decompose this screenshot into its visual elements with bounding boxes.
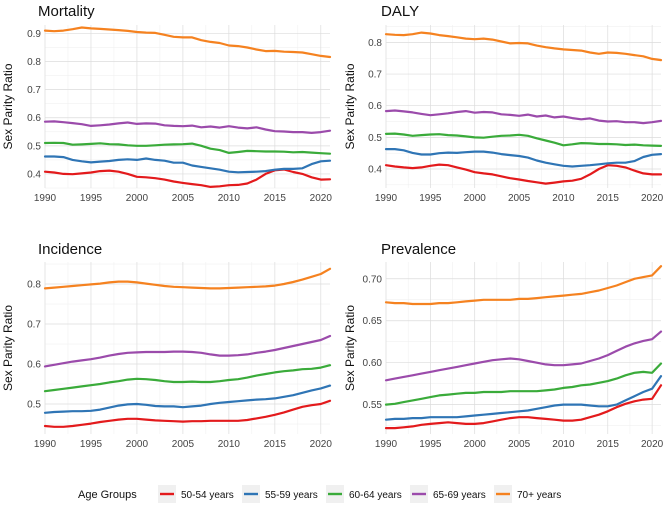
x-tick-label: 2015	[597, 439, 620, 450]
legend: Age Groups 50-54 years 55-59 years 60-64 ye…	[78, 485, 561, 503]
legend-title: Age Groups	[78, 489, 137, 501]
x-tick-label: 2005	[508, 439, 531, 450]
x-tick-label: 2015	[597, 193, 620, 204]
y-axis-title: Sex Parity Ratio	[343, 63, 357, 149]
x-tick-label: 2020	[310, 439, 333, 450]
x-tick-label: 2015	[264, 439, 287, 450]
x-tick-label: 1995	[419, 193, 442, 204]
series-line-50-54-years	[43, 399, 332, 428]
y-tick-label: 0.6	[27, 360, 41, 371]
panel-title: Incidence	[38, 241, 102, 258]
x-tick-label: 2005	[172, 439, 195, 450]
y-tick-label: 0.4	[27, 169, 41, 180]
y-tick-label: 0.8	[27, 280, 41, 291]
x-tick-label: 2010	[552, 439, 575, 450]
x-tick-label: 2000	[126, 193, 149, 204]
x-tick-label: 2010	[552, 193, 575, 204]
x-tick-label: 2000	[464, 439, 487, 450]
x-tick-label: 2010	[218, 193, 241, 204]
legend-label: 70+ years	[517, 490, 561, 501]
y-tick-label: 0.6	[368, 101, 382, 112]
x-tick-label: 1995	[419, 439, 442, 450]
y-axis-title: Sex Parity Ratio	[1, 63, 15, 149]
x-tick-label: 2010	[218, 439, 241, 450]
x-tick-label: 1990	[375, 193, 398, 204]
y-tick-label: 0.7	[27, 85, 41, 96]
x-tick-label: 2020	[641, 193, 664, 204]
legend-label: 55-59 years	[265, 490, 318, 501]
legend-label: 60-64 years	[349, 490, 402, 501]
daly-panel: 1990 1995 2000 2005 2010 2015 2020 0.4 0.5 0.6 0.7…	[343, 3, 664, 204]
incidence-panel: 1990 1995 2000 2005 2010 2015 2020 0.5 0.6 0.7 0.8…	[1, 241, 332, 450]
x-tick-label: 2000	[126, 439, 149, 450]
series-line-50-54-years	[384, 384, 663, 430]
panel-title: DALY	[381, 3, 419, 20]
y-tick-label: 0.7	[368, 70, 382, 81]
series-line-60-64-years	[384, 132, 663, 147]
legend-label: 65-69 years	[433, 490, 486, 501]
series-line-65-69-years	[384, 109, 663, 125]
series-line-65-69-years	[43, 120, 332, 134]
y-axis-title: Sex Parity Ratio	[1, 305, 15, 391]
legend-label: 50-54 years	[181, 490, 234, 501]
mortality-panel: 1990 1995 2000 2005 2010 2015 2020 0.4 0.5 0.6 0.7…	[1, 3, 332, 204]
x-tick-label: 2020	[310, 193, 333, 204]
y-tick-label: 0.65	[363, 316, 383, 327]
series-line-70+-years	[43, 267, 332, 290]
y-tick-label: 0.5	[368, 133, 382, 144]
y-tick-label: 0.8	[368, 38, 382, 49]
x-tick-label: 2005	[508, 193, 531, 204]
x-tick-label: 2000	[464, 193, 487, 204]
x-tick-label: 2015	[264, 193, 287, 204]
x-tick-label: 1995	[80, 439, 103, 450]
y-tick-label: 0.55	[363, 400, 383, 411]
series-line-55-59-years	[384, 375, 663, 421]
series-line-60-64-years	[384, 362, 663, 406]
series-line-70+-years	[384, 265, 663, 306]
x-tick-label: 2020	[641, 439, 664, 450]
y-tick-label: 0.5	[27, 400, 41, 411]
y-tick-label: 0.9	[27, 29, 41, 40]
x-tick-label: 2005	[172, 193, 195, 204]
y-tick-label: 0.4	[368, 165, 382, 176]
y-tick-label: 0.60	[363, 358, 383, 369]
series-line-60-64-years	[43, 364, 332, 393]
x-tick-label: 1990	[34, 193, 57, 204]
y-tick-label: 0.5	[27, 141, 41, 152]
series-line-55-59-years	[43, 155, 332, 174]
series-line-65-69-years	[43, 334, 332, 368]
panel-title: Prevalence	[381, 241, 456, 258]
y-tick-label: 0.70	[363, 274, 383, 285]
series-line-50-54-years	[43, 168, 332, 188]
series-line-55-59-years	[384, 148, 663, 168]
y-axis-title: Sex Parity Ratio	[343, 305, 357, 391]
series-line-55-59-years	[43, 384, 332, 414]
x-tick-label: 1990	[375, 439, 398, 450]
series-line-70+-years	[43, 26, 332, 59]
x-tick-label: 1995	[80, 193, 103, 204]
series-line-70+-years	[384, 31, 663, 62]
prevalence-panel: 1990 1995 2000 2005 2010 2015 2020 0.55 0.60 0.65…	[343, 241, 664, 450]
x-tick-label: 1990	[34, 439, 57, 450]
series-line-65-69-years	[384, 330, 663, 382]
y-tick-label: 0.6	[27, 113, 41, 124]
y-tick-label: 0.7	[27, 320, 41, 331]
panel-title: Mortality	[38, 3, 95, 20]
series-line-60-64-years	[43, 141, 332, 155]
y-tick-label: 0.8	[27, 57, 41, 68]
series-line-50-54-years	[384, 163, 663, 185]
